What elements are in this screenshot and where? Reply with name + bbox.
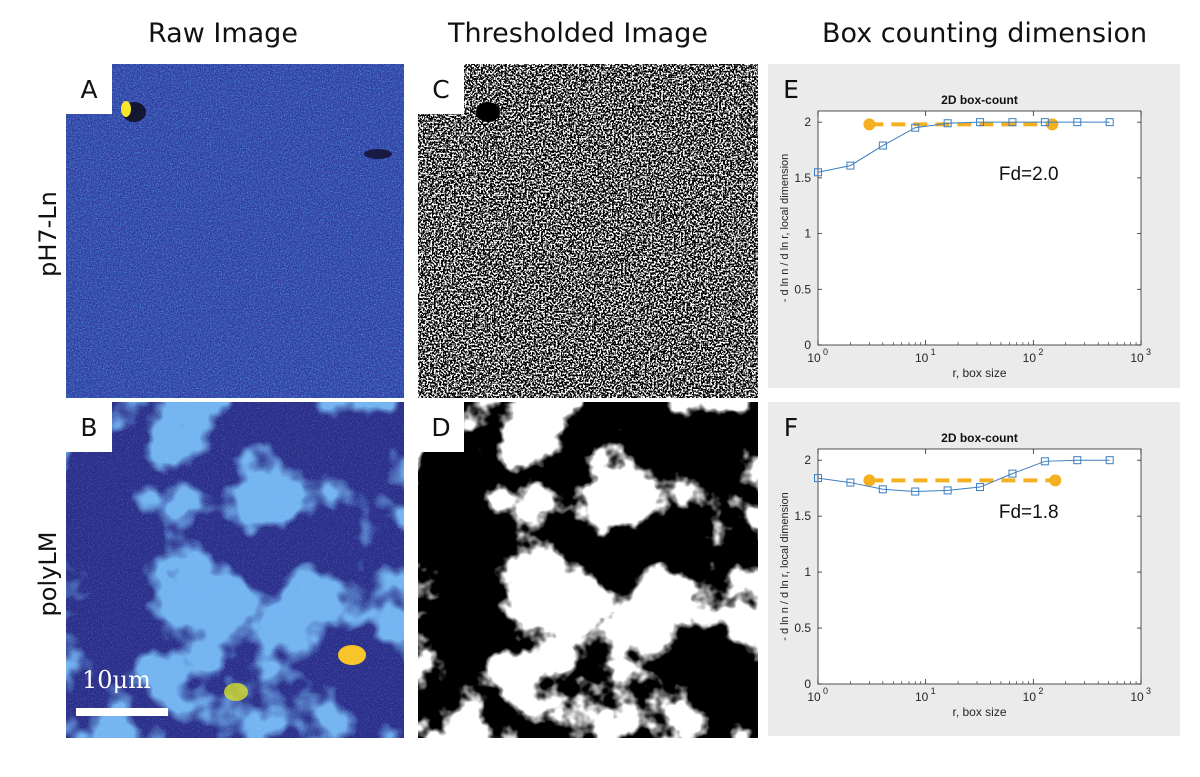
x-tick-label: 10: [1130, 690, 1144, 704]
plot-panel-f: 2D box-count 0 0.5 1 1.5 2 10 0 10 1 10 2 10 3 r, box …: [768, 402, 1180, 736]
fit-line-start-marker: [863, 474, 876, 487]
x-axis-label: r, box size: [952, 705, 1006, 719]
y-tick-label: 1.5: [794, 171, 811, 185]
y-tick-label: 0.5: [794, 282, 811, 296]
thresholded-image-panel-d: D: [418, 402, 758, 738]
x-tick-exponent: 3: [1146, 686, 1151, 696]
x-tick-exponent: 2: [1038, 686, 1043, 696]
row-label-ph7-ln: pH7-Ln: [34, 191, 62, 277]
fd-annotation: Fd=2.0: [999, 164, 1059, 185]
thresholded-image-panel-c: C: [418, 64, 758, 398]
data-point: [878, 141, 887, 150]
panel-label-a: A: [66, 64, 112, 114]
x-tick-label: 10: [1023, 690, 1037, 704]
header-box-counting: Box counting dimension: [822, 18, 1148, 49]
x-axis-label: r, box size: [952, 366, 1006, 380]
fit-line-end-marker: [1046, 118, 1059, 131]
data-point: [911, 487, 920, 496]
thresholded-image-c-texture: [418, 64, 758, 398]
x-tick-exponent: 2: [1038, 347, 1043, 357]
data-point: [1040, 457, 1049, 466]
plot-area: [817, 110, 1142, 346]
raw-image-b-texture: [66, 402, 404, 738]
y-axis-label: - d ln n / d ln r, local dimension: [779, 492, 791, 641]
x-tick-exponent: 1: [931, 347, 936, 357]
row-label-polylm: polyLM: [34, 531, 62, 617]
chart-title: 2D box-count: [941, 93, 1018, 107]
header-thresholded-image: Thresholded Image: [448, 18, 708, 49]
thresholded-image-d-texture: [418, 402, 758, 738]
scale-bar: [76, 708, 168, 716]
data-point: [1073, 118, 1082, 127]
data-point: [976, 483, 985, 492]
data-point: [1040, 118, 1049, 127]
data-point: [1073, 456, 1082, 465]
data-point: [943, 119, 952, 128]
x-tick-label: 10: [807, 690, 821, 704]
data-point: [911, 123, 920, 132]
header-raw-image: Raw Image: [148, 18, 298, 49]
panel-label-e: E: [783, 74, 799, 104]
panel-label-c: C: [418, 64, 464, 114]
panel-label-b: B: [66, 402, 112, 452]
data-point: [1105, 456, 1114, 465]
y-tick-label: 0.5: [794, 621, 811, 635]
x-tick-exponent: 1: [931, 686, 936, 696]
chart-title: 2D box-count: [941, 431, 1018, 445]
data-point: [1008, 118, 1017, 127]
x-tick-exponent: 0: [823, 347, 828, 357]
raw-image-panel-b: B 10μm: [66, 402, 404, 738]
panel-label-d: D: [418, 402, 464, 452]
x-tick-label: 10: [915, 690, 929, 704]
x-tick-label: 10: [807, 351, 821, 365]
raw-image-a-texture: [66, 64, 404, 398]
data-point: [1008, 469, 1017, 478]
data-point: [814, 168, 822, 177]
panel-label-f: F: [783, 412, 799, 442]
fd-annotation: Fd=1.8: [999, 502, 1059, 523]
data-point: [814, 474, 822, 483]
y-tick-label: 1.5: [794, 509, 811, 523]
y-axis-label: - d ln n / d ln r, local dimension: [779, 154, 791, 303]
y-tick-label: 2: [804, 453, 811, 467]
plot-area: [817, 448, 1142, 685]
y-tick-label: 2: [804, 115, 811, 129]
plot-panel-e: 2D box-count 0 0.5 1 1.5 2 10 0 10 1 10 2 10 3 r, box …: [768, 64, 1180, 388]
fit-line-end-marker: [1049, 474, 1062, 487]
x-tick-label: 10: [915, 351, 929, 365]
data-point: [846, 478, 855, 487]
data-point: [943, 486, 952, 495]
data-point: [976, 118, 985, 127]
scale-bar-label: 10μm: [82, 666, 151, 694]
fit-line-start-marker: [863, 118, 876, 131]
data-point: [846, 161, 855, 170]
data-point: [1105, 118, 1114, 127]
x-tick-exponent: 0: [823, 686, 828, 696]
data-point: [878, 485, 887, 494]
x-tick-label: 10: [1023, 351, 1037, 365]
x-tick-exponent: 3: [1146, 347, 1151, 357]
x-tick-label: 10: [1130, 351, 1144, 365]
y-tick-label: 0: [804, 677, 811, 691]
y-tick-label: 0: [804, 338, 811, 352]
y-tick-label: 1: [804, 565, 811, 579]
raw-image-panel-a: A: [66, 64, 404, 398]
series-line: [817, 459, 1110, 493]
y-tick-label: 1: [804, 227, 811, 241]
series-line: [817, 121, 1110, 173]
